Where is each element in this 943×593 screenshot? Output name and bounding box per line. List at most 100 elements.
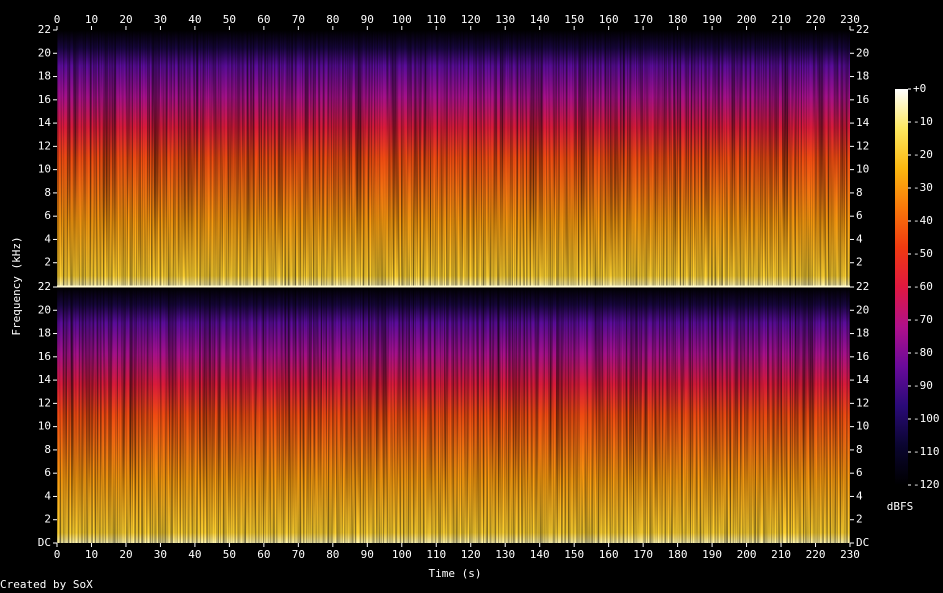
y-tick-label: 16: [38, 350, 51, 363]
x-tick-label: 180: [668, 13, 688, 26]
y-tick-label-right: 20: [856, 46, 869, 59]
colorbar-tick-label: -120: [913, 478, 940, 491]
y-tick-label-right: 16: [856, 350, 869, 363]
colorbar-tick-label: -60: [913, 280, 933, 293]
y-tick-label: 8: [44, 443, 51, 456]
x-tick-label-bottom: 100: [392, 548, 412, 561]
x-tick-label: 0: [54, 13, 61, 26]
x-tick-label: 170: [633, 13, 653, 26]
y-tick-label: 16: [38, 93, 51, 106]
x-tick-label-bottom: 80: [326, 548, 339, 561]
y-tick-label-right: 8: [856, 443, 863, 456]
x-tick-label: 40: [188, 13, 201, 26]
y-tick-label: 10: [38, 163, 51, 176]
x-tick-label: 30: [154, 13, 167, 26]
colorbar-tick-label: -110: [913, 445, 940, 458]
x-tick-label: 120: [461, 13, 481, 26]
x-tick-label-bottom: 140: [530, 548, 550, 561]
x-tick-label-bottom: 120: [461, 548, 481, 561]
y-tick-label: 12: [38, 396, 51, 409]
y-tick-label-right: 10: [856, 163, 869, 176]
x-tick-label: 210: [771, 13, 791, 26]
y-tick-label-right: 14: [856, 373, 870, 386]
y-axis-label: Frequency (kHz): [10, 236, 23, 335]
y-tick-label-right: 16: [856, 93, 869, 106]
colorbar-tick-label: -10: [913, 115, 933, 128]
x-tick-label: 90: [361, 13, 374, 26]
y-tick-label: 10: [38, 420, 51, 433]
x-tick-label-bottom: 220: [806, 548, 826, 561]
colorbar-tick-label: -100: [913, 412, 940, 425]
colorbar-tick-label: -20: [913, 148, 933, 161]
y-tick-label: 8: [44, 186, 51, 199]
x-tick-label: 140: [530, 13, 550, 26]
y-tick-label-right: DC: [856, 536, 869, 549]
y-tick-label-right: 10: [856, 420, 869, 433]
x-tick-label-bottom: 190: [702, 548, 722, 561]
spectrogram-texture: [57, 30, 850, 286]
y-tick-label: 14: [38, 373, 52, 386]
y-tick-label: 22: [38, 23, 51, 36]
x-tick-label: 130: [495, 13, 515, 26]
x-tick-label: 100: [392, 13, 412, 26]
y-tick-label-right: 2: [856, 256, 863, 269]
y-tick-label: 12: [38, 139, 51, 152]
y-tick-label: 20: [38, 46, 51, 59]
colorbar-tick-label: -70: [913, 313, 933, 326]
x-tick-label-bottom: 50: [223, 548, 236, 561]
y-tick-label-right: 4: [856, 232, 863, 245]
x-tick-label: 80: [326, 13, 339, 26]
x-tick-label-bottom: 70: [292, 548, 305, 561]
colorbar-tick-label: -50: [913, 247, 933, 260]
y-tick-label-right: 6: [856, 209, 863, 222]
y-tick-label: 6: [44, 466, 51, 479]
x-tick-label-bottom: 10: [85, 548, 98, 561]
y-tick-label: 18: [38, 70, 51, 83]
y-tick-label: 18: [38, 327, 51, 340]
x-tick-label: 230: [840, 13, 860, 26]
y-tick-label-right: 6: [856, 466, 863, 479]
x-tick-label: 110: [426, 13, 446, 26]
y-tick-label-right: 22: [856, 23, 869, 36]
x-tick-label-bottom: 40: [188, 548, 201, 561]
x-tick-label-bottom: 200: [737, 548, 757, 561]
colorbar-tick-label: -30: [913, 181, 933, 194]
y-tick-label: 4: [44, 489, 51, 502]
colorbar-tick-label: -80: [913, 346, 933, 359]
x-tick-label: 60: [257, 13, 270, 26]
colorbar-tick-label: -40: [913, 214, 933, 227]
colorbar: [895, 89, 908, 485]
x-tick-label-bottom: 0: [54, 548, 61, 561]
y-tick-label: 2: [44, 513, 51, 526]
y-tick-label-right: 14: [856, 116, 870, 129]
y-tick-label: 14: [38, 116, 52, 129]
x-tick-label-bottom: 110: [426, 548, 446, 561]
y-tick-label-right: 18: [856, 70, 869, 83]
y-tick-label: DC: [38, 536, 51, 549]
credit: Created by SoX: [0, 578, 93, 591]
x-tick-label: 190: [702, 13, 722, 26]
colorbar-tick-label: +0: [913, 82, 926, 95]
x-tick-label-bottom: 20: [119, 548, 132, 561]
x-tick-label: 10: [85, 13, 98, 26]
y-tick-label: 22: [38, 280, 51, 293]
x-tick-label: 150: [564, 13, 584, 26]
x-tick-label: 20: [119, 13, 132, 26]
x-tick-label: 200: [737, 13, 757, 26]
y-tick-label-right: 4: [856, 489, 863, 502]
x-tick-label-bottom: 230: [840, 548, 860, 561]
y-tick-label-right: 8: [856, 186, 863, 199]
y-tick-label-right: 20: [856, 303, 869, 316]
x-tick-label-bottom: 150: [564, 548, 584, 561]
y-tick-label-right: 12: [856, 139, 869, 152]
y-tick-label: 2: [44, 256, 51, 269]
x-tick-label: 50: [223, 13, 236, 26]
y-tick-label-right: 12: [856, 396, 869, 409]
y-tick-label-right: 22: [856, 280, 869, 293]
x-tick-label-bottom: 210: [771, 548, 791, 561]
x-tick-label-bottom: 130: [495, 548, 515, 561]
x-tick-label-bottom: 160: [599, 548, 619, 561]
x-tick-label: 160: [599, 13, 619, 26]
x-tick-label-bottom: 60: [257, 548, 270, 561]
